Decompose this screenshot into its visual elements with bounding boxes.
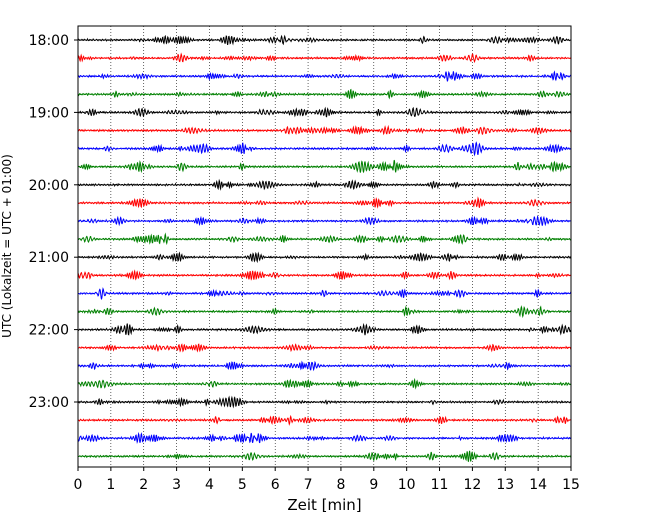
trace-1815 bbox=[77, 52, 572, 64]
y-axis-ticks: 18:00 19:00 20:00 21:00 22:00 23:00 bbox=[29, 33, 78, 411]
x-tick-label: 2 bbox=[139, 477, 148, 493]
trace-2345 bbox=[77, 450, 572, 463]
x-axis-ticks: 0 1 2 3 4 5 6 7 8 9 10 11 12 13 14 15 bbox=[74, 467, 580, 493]
y-tick-label: 18:00 bbox=[29, 33, 69, 49]
trace-2200 bbox=[77, 322, 572, 336]
x-tick-label: 3 bbox=[172, 477, 181, 493]
trace-2230 bbox=[77, 360, 572, 372]
trace-2145 bbox=[77, 305, 572, 319]
seismic-traces bbox=[77, 34, 572, 463]
x-tick-label: 1 bbox=[106, 477, 115, 493]
x-tick-label: 14 bbox=[529, 477, 547, 493]
trace-2045 bbox=[77, 232, 572, 246]
y-axis-label: UTC (Lokalzeit = UTC + 01:00) bbox=[0, 154, 14, 338]
trace-2315 bbox=[77, 414, 572, 426]
y-tick-label: 22:00 bbox=[29, 323, 69, 339]
y-tick-label: 21:00 bbox=[29, 250, 69, 266]
trace-2215 bbox=[77, 343, 572, 353]
y-tick-label: 19:00 bbox=[29, 105, 69, 121]
x-tick-label: 13 bbox=[496, 477, 514, 493]
trace-1830 bbox=[77, 70, 572, 82]
x-tick-label: 12 bbox=[463, 477, 481, 493]
y-tick-label: 23:00 bbox=[29, 395, 69, 411]
x-tick-label: 9 bbox=[369, 477, 378, 493]
x-tick-label: 11 bbox=[431, 477, 449, 493]
x-tick-label: 10 bbox=[398, 477, 416, 493]
trace-2015 bbox=[77, 196, 572, 209]
trace-1900 bbox=[77, 106, 572, 118]
trace-1800 bbox=[77, 34, 572, 46]
y-tick-label: 20:00 bbox=[29, 178, 69, 194]
trace-1930 bbox=[77, 141, 572, 157]
x-tick-label: 6 bbox=[271, 477, 280, 493]
x-tick-label: 15 bbox=[562, 477, 580, 493]
x-tick-label: 8 bbox=[336, 477, 345, 493]
trace-1915 bbox=[77, 124, 572, 136]
trace-2300 bbox=[77, 395, 572, 409]
trace-2330 bbox=[77, 431, 572, 445]
trace-2030 bbox=[77, 215, 572, 227]
x-tick-label: 4 bbox=[205, 477, 214, 493]
plot-frame bbox=[77, 25, 572, 468]
trace-2130 bbox=[77, 287, 572, 300]
trace-1945 bbox=[77, 159, 572, 174]
trace-2115 bbox=[77, 269, 572, 281]
x-tick-label: 7 bbox=[304, 477, 313, 493]
trace-2100 bbox=[77, 251, 572, 264]
trace-2245 bbox=[77, 377, 572, 390]
x-tick-label: 0 bbox=[74, 477, 83, 493]
x-tick-label: 5 bbox=[238, 477, 247, 493]
x-axis-label: Zeit [min] bbox=[287, 496, 361, 514]
trace-1845 bbox=[77, 88, 572, 100]
trace-2000 bbox=[77, 178, 572, 191]
